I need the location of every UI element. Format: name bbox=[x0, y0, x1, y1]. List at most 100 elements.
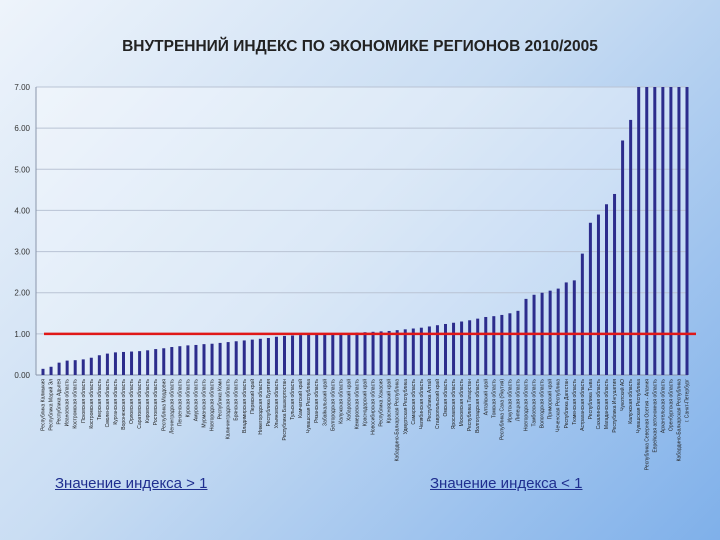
x-tick-label: Иркутская область bbox=[507, 379, 513, 423]
x-tick-label: г. Санкт-Петербург bbox=[685, 379, 691, 422]
bar bbox=[427, 326, 431, 375]
x-tick-label: Нижегородская область bbox=[258, 379, 264, 435]
y-tick-label: 4.00 bbox=[14, 206, 30, 215]
bar bbox=[274, 336, 278, 375]
bar bbox=[363, 332, 367, 375]
bar bbox=[146, 350, 150, 375]
bar bbox=[492, 316, 496, 375]
bar bbox=[685, 87, 689, 375]
bar bbox=[258, 338, 262, 375]
x-tick-label: Орловская область bbox=[129, 379, 135, 424]
bar bbox=[339, 333, 343, 375]
bar bbox=[572, 280, 576, 375]
bar bbox=[588, 222, 592, 375]
bar bbox=[170, 347, 174, 375]
x-tick-label: Курганская область bbox=[113, 379, 119, 425]
bar bbox=[65, 360, 69, 375]
bar bbox=[113, 352, 117, 375]
x-tick-label: Костромская область bbox=[73, 379, 79, 429]
y-tick-label: 0.00 bbox=[14, 371, 30, 380]
bar bbox=[323, 333, 327, 375]
x-tick-label: Алтайский край bbox=[482, 379, 489, 415]
x-tick-label: Тюменская область bbox=[572, 379, 578, 425]
bar bbox=[122, 351, 125, 375]
x-tick-label: Ростовская область bbox=[153, 379, 159, 426]
x-tick-label: Красноярский край bbox=[386, 379, 393, 423]
x-tick-label: Краснодарский край bbox=[362, 379, 369, 426]
x-tick-label: Новгородская область bbox=[210, 379, 216, 431]
bar bbox=[250, 339, 254, 375]
bar bbox=[242, 340, 246, 375]
bar bbox=[355, 332, 359, 375]
bar bbox=[154, 349, 158, 375]
bar bbox=[387, 330, 391, 375]
x-tick-label: Воронежская область bbox=[121, 379, 127, 430]
x-tick-label: Костромская область bbox=[89, 379, 95, 429]
x-tick-label: Кабардино-Балкарская Республика bbox=[395, 379, 401, 462]
bar bbox=[669, 87, 673, 375]
x-tick-label: Владимирская область bbox=[242, 379, 248, 433]
bar bbox=[435, 325, 439, 375]
y-tick-label: 7.00 bbox=[14, 83, 30, 92]
bar bbox=[468, 320, 472, 375]
legend-index-below-one[interactable]: Значение индекса < 1 bbox=[430, 475, 583, 492]
bar bbox=[97, 355, 101, 375]
bar bbox=[379, 331, 383, 375]
bar bbox=[194, 344, 198, 375]
x-tick-label: Челябинская область bbox=[419, 379, 425, 430]
x-tick-label: Тульская область bbox=[290, 379, 296, 420]
x-tick-label: Сахалинская область bbox=[596, 379, 602, 430]
bar bbox=[452, 322, 456, 375]
bar bbox=[57, 362, 61, 375]
x-tick-label: Ульяновская область bbox=[274, 379, 280, 429]
legend-index-above-one[interactable]: Значение индекса > 1 bbox=[55, 475, 208, 492]
x-tick-label: Тамбовская область bbox=[532, 379, 538, 427]
x-tick-label: Пермский край bbox=[249, 379, 256, 414]
bar bbox=[186, 345, 190, 375]
x-tick-label: Кемеровская область bbox=[354, 379, 360, 430]
x-tick-label: Хабаровский край bbox=[345, 379, 352, 421]
x-tick-label: Псковская область bbox=[81, 379, 87, 423]
x-tick-label: Ставропольский край bbox=[434, 379, 441, 429]
x-tick-label: Амурская область bbox=[193, 379, 199, 422]
x-tick-label: Республика Алтай bbox=[426, 379, 433, 422]
plot-area bbox=[36, 87, 688, 375]
bar bbox=[500, 314, 504, 375]
bar bbox=[411, 328, 415, 375]
bar bbox=[307, 334, 311, 375]
x-tick-label: Новосибирская область bbox=[371, 379, 377, 435]
bar bbox=[444, 323, 447, 375]
bar bbox=[138, 351, 142, 375]
bar bbox=[81, 359, 85, 375]
bar bbox=[73, 360, 77, 375]
x-tick-label: Брянская область bbox=[234, 379, 240, 421]
bar bbox=[218, 342, 222, 375]
x-tick-label: Чувашская Республика bbox=[636, 379, 642, 433]
x-tick-label: Омская область bbox=[443, 379, 449, 417]
bar bbox=[653, 87, 657, 375]
bar bbox=[226, 342, 230, 375]
bar bbox=[266, 337, 270, 375]
bar bbox=[162, 348, 166, 375]
x-tick-label: Республика Хакасия bbox=[379, 379, 385, 427]
x-tick-label: Магаданская область bbox=[604, 379, 610, 430]
bar bbox=[105, 353, 109, 375]
x-tick-label: Самарская область bbox=[411, 379, 417, 425]
x-tick-label: Республика Адыгея bbox=[57, 379, 63, 425]
bar bbox=[621, 140, 625, 375]
bar bbox=[347, 333, 351, 375]
x-tick-label: Удмуртская Республика bbox=[403, 379, 409, 435]
x-tick-label: Республика Бурятия bbox=[266, 379, 272, 427]
x-tick-label: Курская область bbox=[185, 379, 191, 418]
x-tick-label: Приморский край bbox=[547, 379, 554, 420]
x-tick-label: Республика Ингушетия bbox=[612, 379, 618, 433]
bar bbox=[460, 321, 464, 375]
x-tick-label: Астраханская область bbox=[580, 379, 586, 431]
x-tick-label: Ивановская область bbox=[65, 379, 71, 427]
x-tick-label: Кировская область bbox=[145, 379, 151, 423]
bar bbox=[556, 288, 560, 375]
bar bbox=[419, 327, 423, 375]
bar bbox=[637, 87, 641, 375]
x-tick-label: Камчатский край bbox=[297, 379, 304, 418]
